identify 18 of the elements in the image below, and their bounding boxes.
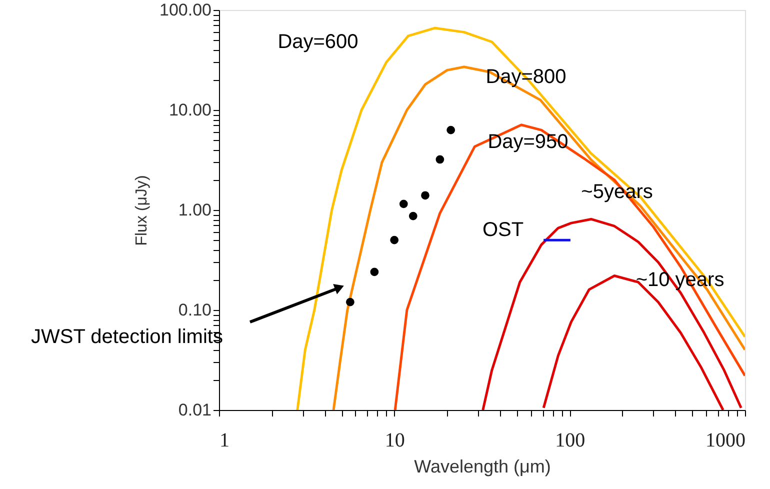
point xyxy=(408,212,418,220)
x-tick-label: 1000 xyxy=(706,430,746,452)
point xyxy=(421,191,430,200)
annotation: Day=600 xyxy=(278,31,358,53)
y-axis-title: Flux (μJy) xyxy=(134,175,151,246)
point xyxy=(370,268,379,276)
point xyxy=(446,126,456,134)
x-tick-label: 1 xyxy=(220,430,230,452)
point xyxy=(436,155,444,164)
annotation: OST xyxy=(482,219,524,241)
y-tick-label: 1.00 xyxy=(178,200,212,220)
y-tick-label: 0.01 xyxy=(178,400,212,420)
x-tick-label: 100 xyxy=(555,430,586,452)
x-tick-label: 10 xyxy=(384,430,405,452)
y-tick-label: 100.00 xyxy=(160,0,212,20)
x-axis-title: Wavelength (μm) xyxy=(414,456,551,476)
y-tick-label: 0.10 xyxy=(178,300,212,320)
y-tick-label: 10.00 xyxy=(168,100,212,120)
